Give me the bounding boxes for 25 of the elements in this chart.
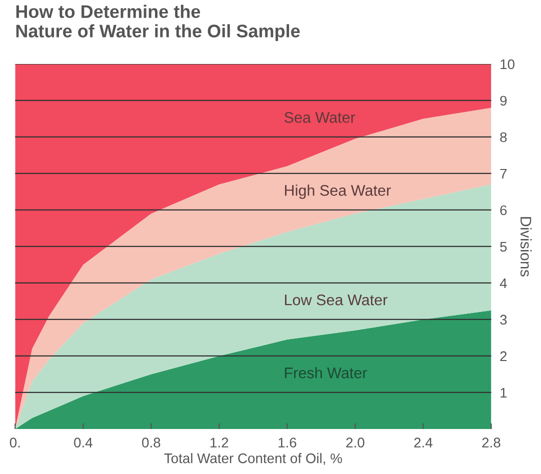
y-tick-label: 10 xyxy=(500,59,514,70)
y-tick-label: 1 xyxy=(500,388,507,398)
series-label: Sea Water xyxy=(284,112,356,123)
x-tick-label: 0. xyxy=(10,438,20,448)
y-tick-label: 3 xyxy=(500,314,507,325)
y-tick-label: 5 xyxy=(500,242,507,252)
x-tick-label: 1.6 xyxy=(278,438,296,448)
x-tick-label: 0.8 xyxy=(142,438,160,448)
x-tick-label: 0.4 xyxy=(74,438,92,448)
x-axis-title: Total Water Content of Oil, % xyxy=(164,453,342,465)
x-tick-label: 1.2 xyxy=(210,438,228,448)
y-tick-label: 2 xyxy=(500,351,507,362)
series-label: Fresh Water xyxy=(285,367,368,378)
y-axis-title: Divisions xyxy=(520,217,532,276)
x-tick-label: 2.4 xyxy=(414,438,432,448)
y-tick-label: 6 xyxy=(500,205,507,216)
series-label: High Sea Water xyxy=(285,184,391,199)
x-tick-label: 2.0 xyxy=(346,438,364,448)
y-tick-label: 4 xyxy=(500,278,507,288)
chart-title: How to Determine the Nature of Water in the Oil Sample xyxy=(16,4,300,42)
y-tick-label: 9 xyxy=(500,96,507,106)
x-tick-label: 2.8 xyxy=(482,438,500,448)
y-tick-label: 8 xyxy=(500,132,507,142)
y-tick-label: 7 xyxy=(500,168,507,179)
series-label: Low Sea Water xyxy=(285,294,388,306)
